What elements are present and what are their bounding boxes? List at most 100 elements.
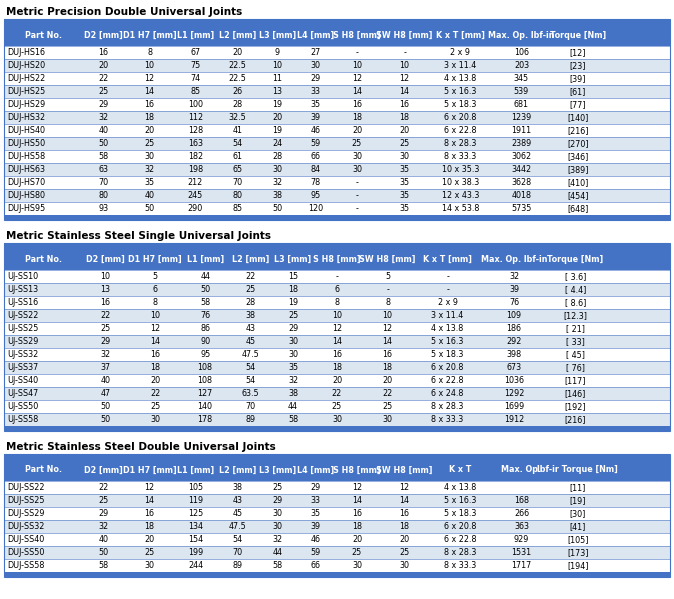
Text: 292: 292	[506, 337, 522, 346]
Text: 35: 35	[310, 509, 320, 518]
Text: 8 x 28.3: 8 x 28.3	[444, 139, 477, 148]
Text: 30: 30	[383, 415, 393, 424]
Text: [216]: [216]	[567, 126, 588, 135]
Text: 30: 30	[272, 509, 282, 518]
Text: 140: 140	[197, 402, 212, 411]
Text: 20: 20	[233, 48, 243, 57]
Text: -: -	[356, 204, 359, 213]
Text: 20: 20	[400, 126, 410, 135]
Text: 38: 38	[245, 311, 255, 320]
Text: [11]: [11]	[570, 483, 586, 492]
Text: 168: 168	[514, 496, 529, 505]
Text: 32: 32	[98, 522, 109, 531]
Text: 25: 25	[400, 548, 410, 557]
Text: 6: 6	[334, 285, 340, 294]
Bar	[4, 270, 670, 283]
Text: [41]: [41]	[570, 522, 586, 531]
Text: 25: 25	[382, 402, 393, 411]
Text: 18: 18	[400, 113, 410, 122]
Text: 9: 9	[275, 48, 280, 57]
Text: 41: 41	[233, 126, 243, 135]
Text: 40: 40	[98, 126, 109, 135]
Text: 125: 125	[188, 509, 203, 518]
Text: 12: 12	[400, 483, 410, 492]
Text: 29: 29	[310, 483, 320, 492]
Text: 673: 673	[507, 363, 522, 372]
Text: 40: 40	[144, 191, 154, 200]
Text: 89: 89	[245, 415, 255, 424]
Text: 30: 30	[150, 415, 160, 424]
Text: 50: 50	[98, 548, 109, 557]
Text: 30: 30	[144, 152, 154, 161]
Text: [192]: [192]	[565, 402, 586, 411]
Bar	[4, 481, 670, 494]
Text: 11: 11	[272, 74, 282, 83]
Text: DUJ-HS20: DUJ-HS20	[7, 61, 45, 70]
Text: S H8 [mm]: S H8 [mm]	[313, 255, 361, 264]
Text: 44: 44	[272, 548, 282, 557]
Text: 29: 29	[98, 100, 109, 109]
Text: 5 x 18.3: 5 x 18.3	[444, 509, 477, 518]
Text: DUJ-HS32: DUJ-HS32	[7, 113, 45, 122]
Text: DUJ-SS32: DUJ-SS32	[7, 522, 44, 531]
Text: [19]: [19]	[570, 496, 586, 505]
Text: UJ-SS13: UJ-SS13	[7, 285, 38, 294]
Text: 5735: 5735	[512, 204, 532, 213]
Text: 35: 35	[400, 204, 410, 213]
Text: L2 [mm]: L2 [mm]	[219, 31, 256, 40]
Text: 25: 25	[144, 548, 154, 557]
Text: 16: 16	[144, 509, 154, 518]
Text: Max. Op. lbf-in: Max. Op. lbf-in	[488, 31, 555, 40]
Text: UJ-SS40: UJ-SS40	[7, 376, 38, 385]
Bar	[4, 426, 670, 431]
Text: K x T [mm]: K x T [mm]	[435, 31, 485, 40]
Bar	[4, 24, 670, 46]
Text: 14: 14	[144, 87, 154, 96]
Text: 90: 90	[200, 337, 210, 346]
Text: 70: 70	[233, 178, 243, 187]
Text: 25: 25	[98, 87, 109, 96]
Text: UJ-SS22: UJ-SS22	[7, 311, 38, 320]
Text: 10: 10	[144, 61, 154, 70]
Bar	[4, 400, 670, 413]
Text: 30: 30	[352, 561, 362, 570]
Text: 108: 108	[197, 363, 212, 372]
Text: 16: 16	[400, 509, 410, 518]
Text: Part No.: Part No.	[25, 31, 62, 40]
Text: 25: 25	[288, 311, 298, 320]
Text: 30: 30	[352, 152, 362, 161]
Text: [410]: [410]	[567, 178, 588, 187]
Bar	[4, 322, 670, 335]
Text: 134: 134	[188, 522, 203, 531]
Text: 30: 30	[288, 337, 298, 346]
Text: UJ-SS32: UJ-SS32	[7, 350, 38, 359]
Text: 18: 18	[352, 522, 362, 531]
Text: 112: 112	[188, 113, 203, 122]
Text: 6 x 24.8: 6 x 24.8	[431, 389, 464, 398]
Text: 54: 54	[245, 376, 255, 385]
Text: 58: 58	[288, 415, 298, 424]
Text: 8: 8	[153, 298, 158, 307]
Text: -: -	[403, 48, 406, 57]
Text: 40: 40	[98, 535, 109, 544]
Text: K x T: K x T	[449, 465, 471, 474]
Text: 163: 163	[188, 139, 203, 148]
Text: 109: 109	[507, 311, 522, 320]
Text: 1531: 1531	[512, 548, 532, 557]
Text: 30: 30	[272, 165, 282, 174]
Text: D1 H7 [mm]: D1 H7 [mm]	[123, 31, 177, 40]
Text: SW H8 [mm]: SW H8 [mm]	[376, 465, 433, 474]
Text: 35: 35	[288, 363, 298, 372]
Text: 80: 80	[98, 191, 109, 200]
Text: 20: 20	[383, 376, 393, 385]
Text: 43: 43	[233, 496, 243, 505]
Text: 93: 93	[98, 204, 109, 213]
Text: D2 [mm]: D2 [mm]	[84, 465, 123, 474]
Text: 18: 18	[144, 522, 154, 531]
Text: 12: 12	[150, 324, 160, 333]
Text: 14 x 53.8: 14 x 53.8	[441, 204, 479, 213]
Text: 76: 76	[200, 311, 210, 320]
Text: 20: 20	[400, 535, 410, 544]
Text: 58: 58	[98, 152, 109, 161]
Text: 39: 39	[310, 113, 320, 122]
